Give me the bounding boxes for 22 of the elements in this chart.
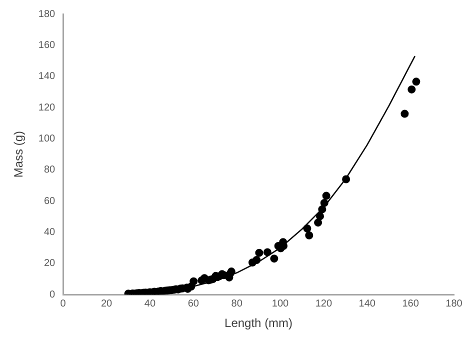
- y-tick-label: 40: [44, 226, 56, 238]
- y-tick-label: 160: [38, 40, 56, 51]
- x-tick-label: 0: [60, 298, 66, 310]
- y-tick-label: 20: [44, 258, 56, 270]
- y-tick-label: 140: [38, 71, 56, 82]
- x-tick-label: 60: [188, 298, 200, 310]
- x-tick-label: 80: [231, 298, 243, 310]
- y-tick-label: 80: [44, 164, 56, 176]
- y-tick-label: 120: [38, 102, 56, 114]
- x-axis-title: Length (mm): [224, 316, 293, 330]
- x-tick-label: 140: [358, 298, 376, 310]
- y-tick-label: 100: [38, 133, 56, 144]
- x-tick-label: 20: [100, 298, 113, 310]
- y-tick-label: 180: [38, 8, 56, 20]
- x-tick-label: 120: [315, 298, 332, 310]
- y-tick-label: 0: [50, 289, 56, 300]
- x-tick-label: 160: [402, 298, 420, 310]
- y-tick-label: 60: [44, 196, 56, 207]
- y-axis-title: Mass (g): [12, 130, 26, 178]
- x-tick-label: 40: [144, 298, 156, 310]
- x-tick-label: 100: [272, 298, 290, 310]
- x-tick-label: 180: [446, 298, 463, 310]
